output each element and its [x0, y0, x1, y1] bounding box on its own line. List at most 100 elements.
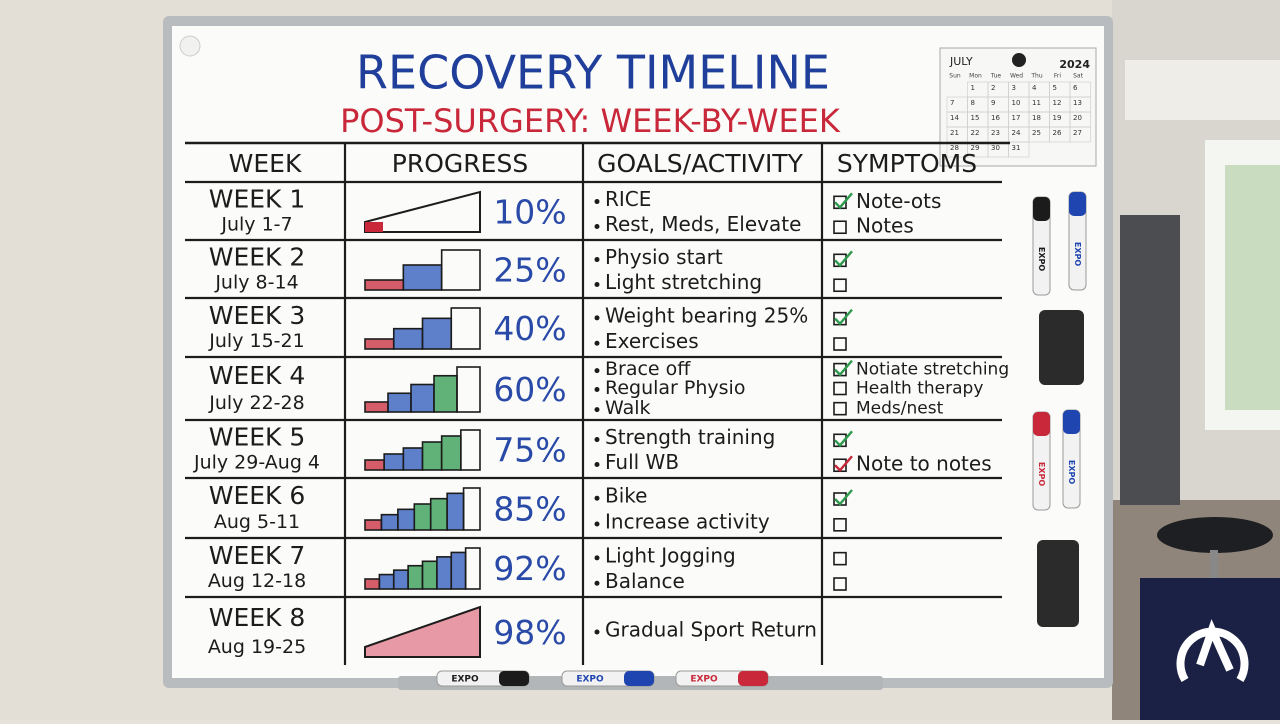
- calendar-day: 27: [1073, 129, 1082, 137]
- progress-percent: 75%: [493, 430, 566, 469]
- week-label: WEEK 3: [209, 301, 306, 330]
- calendar-day: 20: [1073, 114, 1082, 122]
- stool-leg: [1210, 550, 1218, 600]
- checkmark: [834, 455, 853, 473]
- progress-sketch: [387, 392, 412, 413]
- bullet: [594, 387, 600, 392]
- checkmark: [834, 308, 853, 326]
- progress-sketch: [402, 447, 424, 471]
- progress-sketch: [421, 441, 443, 471]
- goal: Weight bearing 25%: [605, 303, 808, 327]
- progress-percent: 92%: [493, 549, 566, 588]
- progress-sketch: [421, 560, 438, 590]
- progress-sketch: [364, 338, 395, 350]
- calendar-weekday: Sat: [1073, 73, 1083, 80]
- calendar-day: 30: [991, 144, 1000, 152]
- week-dates: July 1-7: [220, 213, 292, 235]
- checkbox: [833, 401, 847, 416]
- calendar-cell: [1008, 141, 1030, 158]
- symptom: Note to notes: [856, 452, 992, 476]
- bullet: [594, 407, 600, 413]
- progress-sketch: [440, 249, 481, 291]
- calendar-day: 18: [1032, 114, 1041, 122]
- calendar-day: 6: [1073, 84, 1078, 92]
- magnet: [179, 35, 201, 57]
- progress-sketch: [392, 569, 409, 590]
- week-label: WEEK 2: [209, 243, 306, 272]
- calendar-day: 28: [950, 144, 959, 152]
- logo: [1176, 619, 1249, 683]
- column-header: PROGRESS: [392, 149, 528, 178]
- progress-percent: 60%: [493, 370, 566, 409]
- goal: Physio start: [605, 245, 723, 269]
- bullet: [594, 555, 600, 561]
- bullet: [594, 368, 600, 374]
- checkmark: [834, 430, 853, 448]
- checkmark: [834, 250, 853, 268]
- progress-sketch: [364, 519, 383, 531]
- eraser: [1039, 310, 1084, 385]
- calendar-day: 15: [971, 114, 980, 122]
- progress-sketch: [436, 556, 453, 590]
- calendar-day: 23: [991, 129, 1000, 137]
- progress-sketch: [378, 573, 395, 590]
- progress-sketch: [450, 307, 481, 350]
- calendar-weekday: Fri: [1054, 73, 1061, 80]
- progress-sketch: [364, 459, 385, 471]
- progress-sketch: [392, 327, 424, 350]
- week-dates: Aug 19-25: [208, 636, 306, 658]
- week-dates: Aug 5-11: [214, 511, 300, 533]
- symptom: Notiate stretching: [856, 360, 1009, 380]
- calendar-cell: [1069, 126, 1091, 143]
- goal: Rest, Meds, Elevate: [605, 212, 801, 236]
- calendar-day: 11: [1032, 99, 1041, 107]
- checkbox: [833, 220, 847, 235]
- progress-percent: 98%: [493, 613, 566, 652]
- checkbox: [833, 577, 847, 591]
- bullet: [594, 521, 600, 527]
- week-label: WEEK 8: [209, 603, 306, 632]
- goal: Light Jogging: [605, 543, 736, 567]
- goal: Strength training: [605, 425, 775, 449]
- week-dates: July 8-14: [214, 271, 298, 293]
- eraser: [1037, 540, 1079, 627]
- calendar-day: 19: [1053, 114, 1062, 122]
- checkbox: [833, 517, 847, 532]
- progress-sketch: [410, 383, 435, 413]
- week-label: WEEK 7: [209, 541, 306, 570]
- bullet: [594, 580, 600, 586]
- progress-sketch: [407, 564, 424, 590]
- stool: [1157, 517, 1273, 553]
- progress-sketch: [460, 429, 481, 471]
- calendar-day: 25: [1032, 129, 1041, 137]
- calendar-day: 22: [971, 129, 980, 137]
- marker-cap: [1069, 192, 1086, 216]
- calendar-day: 17: [1012, 114, 1021, 122]
- progress-percent: 40%: [493, 309, 566, 348]
- calendar-weekday: Sun: [949, 73, 961, 80]
- goal: Brace off: [605, 358, 691, 380]
- calendar-day: 24: [1012, 129, 1021, 137]
- marker-label: EXPO: [576, 675, 604, 685]
- calendar-day: 12: [1053, 99, 1062, 107]
- column-header: GOALS/ACTIVITY: [597, 149, 803, 178]
- bullet: [594, 315, 600, 321]
- gym-machine: [1120, 215, 1180, 505]
- calendar-day: 9: [991, 99, 995, 107]
- marker-cap: [1033, 412, 1050, 436]
- progress-sketch: [364, 401, 389, 413]
- goal: Balance: [605, 569, 685, 593]
- progress-percent: 25%: [493, 250, 566, 289]
- symptom: Note-ots: [856, 189, 941, 213]
- marker-cap: [1033, 197, 1050, 221]
- progress-sketch: [450, 551, 467, 590]
- checkmark: [834, 489, 853, 506]
- goal: RICE: [605, 187, 651, 211]
- ceiling: [1125, 60, 1280, 120]
- goal: Full WB: [605, 450, 679, 474]
- goal: Increase activity: [605, 510, 770, 534]
- calendar-day: 2: [991, 84, 995, 92]
- marker-label: EXPO: [1067, 460, 1076, 484]
